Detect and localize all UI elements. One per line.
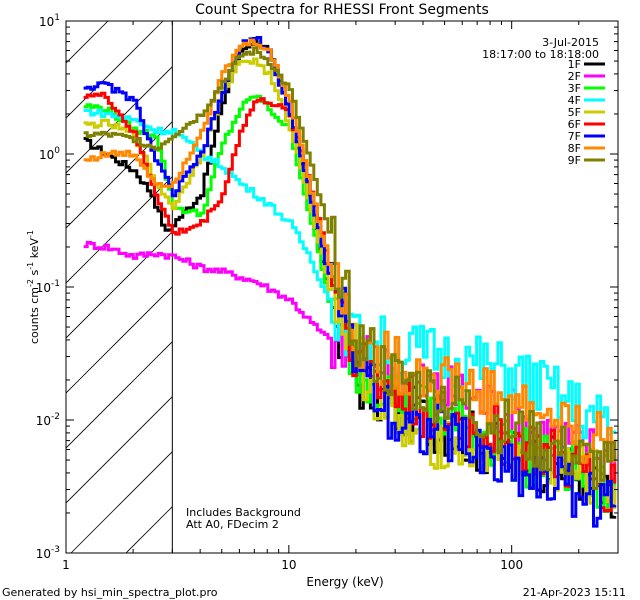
series-line-4F — [83, 108, 617, 440]
footer-generated-by: Generated by hsi_min_spectra_plot.pro — [2, 586, 218, 599]
series-line-6F — [83, 91, 617, 513]
hatch-line — [621, 0, 640, 553]
legend-label-7F: 7F — [568, 130, 581, 143]
y-tick-label: 10-1 — [36, 279, 60, 295]
y-tick-label: 100 — [39, 146, 60, 162]
annotation-background: Includes Background — [186, 506, 301, 519]
legend-label-3F: 3F — [568, 82, 581, 95]
hatch-line — [66, 21, 109, 64]
series-line-7F — [83, 36, 617, 528]
time-range: 18:17:00 to 18:18:00 — [482, 48, 599, 61]
series-line-8F — [83, 38, 617, 464]
legend-label-9F: 9F — [568, 154, 581, 167]
y-tick-label: 10-2 — [36, 412, 60, 428]
series-group — [83, 36, 617, 528]
observation-date: 3-Jul-2015 — [542, 36, 599, 49]
legend-label-6F: 6F — [568, 118, 581, 131]
hatch-line — [70, 451, 173, 553]
axis-ticks: 1 10 100 101 100 10-1 10-2 10-3 — [36, 13, 619, 572]
y-axis-label: counts cm-2 s-1 keV-1 — [26, 230, 41, 344]
x-tick-label: 10 — [281, 558, 296, 572]
y-tick-label: 10-3 — [36, 545, 60, 561]
y-tick-label: 101 — [39, 13, 60, 29]
legend-label-8F: 8F — [568, 142, 581, 155]
legend-label-4F: 4F — [568, 94, 581, 107]
series-line-9F — [83, 46, 617, 490]
x-axis-label: Energy (keV) — [306, 575, 383, 589]
footer-timestamp: 21-Apr-2023 15:11 — [523, 586, 626, 599]
chart-title: Count Spectra for RHESSI Front Segments — [195, 2, 489, 18]
legend-label-1F: 1F — [568, 58, 581, 71]
hatch-line — [66, 176, 173, 284]
hatch-line — [66, 286, 173, 394]
x-tick-label: 100 — [500, 558, 523, 572]
hatch-line — [66, 396, 173, 504]
x-tick-label: 1 — [62, 558, 70, 572]
hatch-line — [66, 21, 164, 119]
legend-label-2F: 2F — [568, 70, 581, 83]
annotation-attenuator: Att A0, FDecim 2 — [186, 518, 279, 531]
legend-label-5F: 5F — [568, 106, 581, 119]
